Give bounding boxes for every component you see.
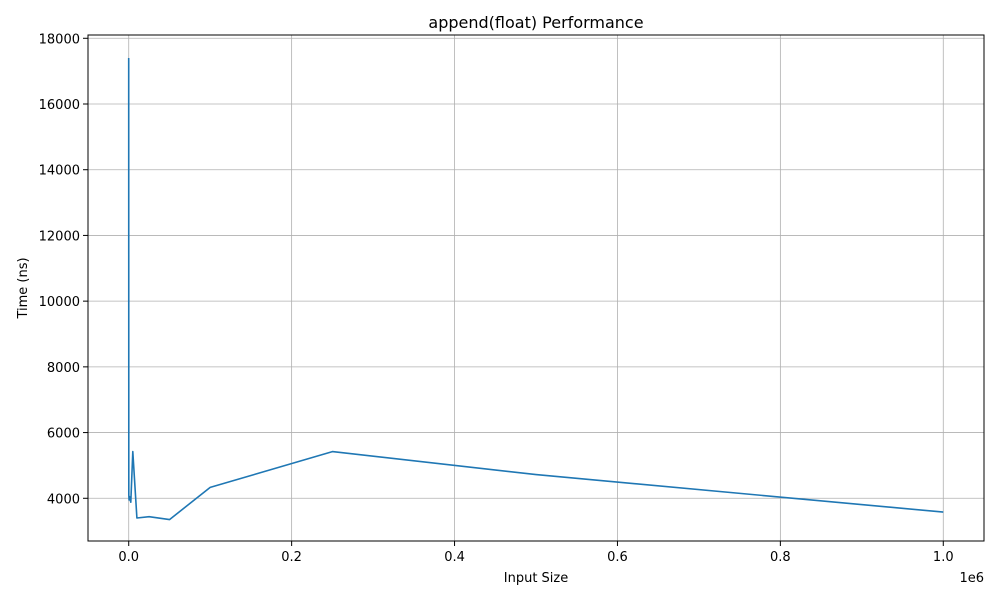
x-axis-offset-label: 1e6: [959, 571, 984, 586]
y-tick-label: 12000: [39, 229, 80, 244]
x-tick-label: 0.4: [444, 550, 465, 565]
x-axis-ticks: 0.0 0.2 0.4 0.6 0.8 1.0: [118, 541, 954, 565]
y-axis-ticks: 4000 6000 8000 10000 12000 14000 16000 18000: [39, 32, 88, 507]
x-tick-label: 1.0: [933, 550, 954, 565]
series-group: [127, 57, 944, 521]
y-tick-label: 10000: [39, 295, 80, 310]
x-tick-label: 0.2: [281, 550, 302, 565]
grid: [88, 35, 984, 541]
y-tick-label: 4000: [47, 492, 80, 507]
chart-title: append(float) Performance: [428, 13, 643, 32]
series-line: [127, 57, 944, 521]
x-tick-label: 0.0: [118, 550, 139, 565]
y-tick-label: 6000: [47, 427, 80, 442]
y-tick-label: 18000: [39, 32, 80, 47]
x-tick-label: 0.6: [607, 550, 628, 565]
x-axis-label: Input Size: [504, 571, 568, 586]
y-axis-label: Time (ns): [16, 257, 31, 319]
y-tick-label: 8000: [47, 361, 80, 376]
plot-frame: [87, 34, 985, 542]
x-tick-label: 0.8: [770, 550, 791, 565]
y-tick-label: 14000: [39, 164, 80, 179]
y-tick-label: 16000: [39, 98, 80, 113]
